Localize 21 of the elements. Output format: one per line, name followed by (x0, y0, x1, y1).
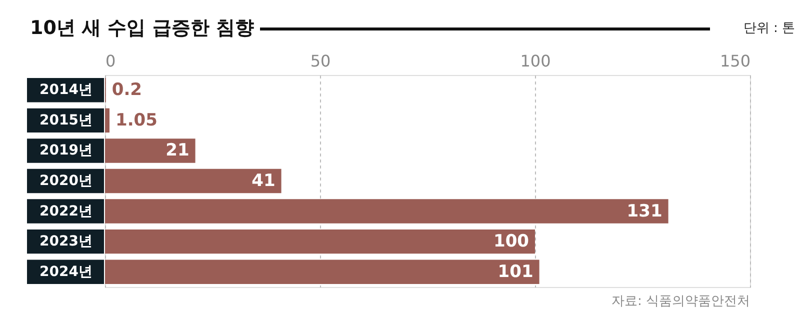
data-label: 1.05 (116, 110, 158, 130)
y-tick-label: 2020년 (40, 173, 92, 189)
text: 자료: 식품의약품안전처 (611, 294, 750, 309)
y-tick-label: 2023년 (40, 234, 92, 250)
x-tick-label: 50 (310, 52, 331, 70)
data-label: 100 (494, 232, 530, 252)
data-label: 101 (498, 262, 534, 282)
data-label: 21 (166, 140, 190, 161)
data-label: 0.2 (112, 80, 142, 100)
data-label: 131 (626, 201, 662, 222)
x-tick-label: 150 (720, 52, 750, 70)
y-tick-label: 2014년 (40, 82, 92, 98)
chart-title: 10년 새 수입 급증한 침향 (30, 17, 254, 39)
y-tick-label: 2024년 (40, 264, 92, 280)
x-tick-label: 0 (106, 52, 116, 70)
data-label: 41 (252, 171, 276, 191)
y-tick-label: 2022년 (40, 203, 92, 220)
x-tick-label: 100 (520, 52, 551, 70)
y-tick-label: 2019년 (40, 142, 92, 159)
y-tick-label: 2015년 (40, 112, 92, 128)
chart-subtitle: 단위 : 톤 (743, 21, 795, 36)
